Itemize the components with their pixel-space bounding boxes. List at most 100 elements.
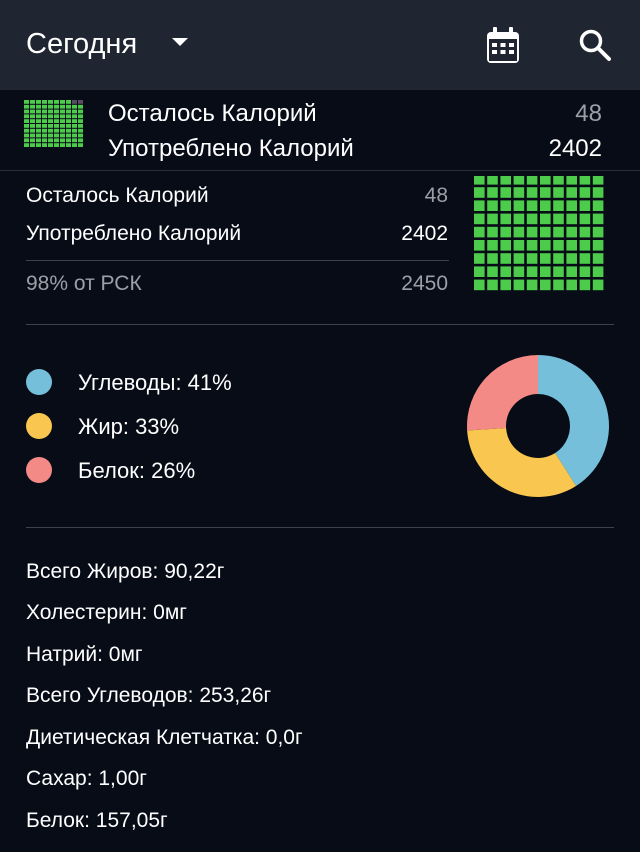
nutrient-fiber: Диетическая Клетчатка: 0,0г	[26, 726, 303, 749]
grid-cell	[487, 279, 498, 291]
divider	[26, 527, 614, 528]
grid-cell	[42, 109, 47, 114]
grid-cell	[526, 213, 538, 225]
grid-cell	[60, 100, 65, 104]
grid-cell	[487, 213, 498, 225]
grid-cell	[513, 253, 525, 264]
grid-cell	[60, 124, 65, 128]
fat-slice	[467, 428, 577, 497]
grid-cell	[566, 240, 577, 251]
grid-cell	[540, 176, 551, 185]
grid-cell	[500, 200, 511, 211]
grid-cell	[540, 279, 551, 291]
calendar-icon[interactable]	[485, 27, 521, 65]
grid-cell	[42, 119, 47, 123]
grid-cell	[579, 240, 591, 251]
grid-cell	[36, 104, 41, 109]
grid-cell	[78, 109, 83, 114]
grid-cell	[487, 226, 498, 238]
grid-cell	[500, 253, 511, 264]
grid-cell	[72, 143, 77, 147]
grid-cell	[487, 176, 498, 185]
grid-cell	[474, 200, 485, 211]
grid-cell	[30, 104, 35, 109]
grid-cell	[592, 253, 604, 264]
grid-cell	[54, 124, 59, 128]
grid-cell	[553, 240, 564, 251]
grid-cell	[553, 226, 564, 238]
grid-cell	[60, 138, 65, 143]
grid-cell	[24, 128, 29, 133]
grid-cell	[66, 119, 71, 123]
grid-cell	[474, 266, 485, 277]
carbs-legend-label: Углеводы: 41%	[78, 370, 232, 395]
search-icon[interactable]	[578, 28, 612, 62]
macros-donut-chart	[467, 355, 609, 497]
grid-cell	[487, 200, 498, 211]
grid-cell	[566, 226, 577, 238]
grid-cell	[30, 128, 35, 133]
grid-cell	[579, 253, 591, 264]
grid-cell	[66, 100, 71, 104]
grid-cell	[78, 124, 83, 128]
grid-cell	[42, 138, 47, 143]
remaining-label: Осталось Калорий	[26, 184, 209, 207]
protein-slice	[467, 355, 538, 431]
grid-cell	[474, 240, 485, 251]
grid-cell	[526, 200, 538, 211]
grid-cell	[48, 128, 53, 133]
grid-cell	[24, 124, 29, 128]
grid-cell	[24, 100, 29, 104]
grid-cell	[54, 119, 59, 123]
grid-cell	[42, 124, 47, 128]
grid-cell	[30, 143, 35, 147]
page-title[interactable]: Сегодня	[26, 28, 138, 60]
grid-cell	[60, 104, 65, 109]
rdi-value: 2450	[401, 272, 448, 295]
grid-cell	[579, 226, 591, 238]
grid-cell	[48, 119, 53, 123]
grid-cell	[24, 138, 29, 143]
grid-cell	[553, 200, 564, 211]
grid-cell	[487, 253, 498, 264]
grid-cell	[36, 133, 41, 138]
consumed-value: 2402	[401, 222, 448, 245]
grid-cell	[526, 266, 538, 277]
grid-cell	[592, 213, 604, 225]
divider	[26, 324, 614, 325]
grid-cell	[42, 133, 47, 138]
grid-cell	[24, 114, 29, 119]
chevron-down-icon[interactable]	[172, 38, 188, 46]
grid-cell	[78, 104, 83, 109]
grid-cell	[566, 266, 577, 277]
grid-cell	[42, 104, 47, 109]
calorie-grid-chart	[474, 176, 604, 291]
grid-cell	[513, 200, 525, 211]
grid-cell	[540, 226, 551, 238]
grid-cell	[540, 266, 551, 277]
grid-cell	[513, 176, 525, 185]
grid-cell	[24, 133, 29, 138]
grid-cell	[30, 124, 35, 128]
grid-cell	[592, 279, 604, 291]
grid-cell	[78, 100, 83, 104]
grid-cell	[36, 114, 41, 119]
grid-cell	[72, 109, 77, 114]
grid-cell	[48, 133, 53, 138]
rdi-label: 98% от РСК	[26, 272, 142, 295]
grid-cell	[78, 114, 83, 119]
grid-cell	[48, 138, 53, 143]
grid-cell	[487, 266, 498, 277]
grid-cell	[526, 187, 538, 198]
grid-cell	[474, 279, 485, 291]
grid-cell	[60, 119, 65, 123]
app-bar: Сегодня	[0, 0, 640, 90]
carbs-legend-dot	[26, 369, 52, 395]
grid-cell	[500, 187, 511, 198]
grid-cell	[553, 213, 564, 225]
grid-cell	[72, 114, 77, 119]
grid-cell	[54, 138, 59, 143]
grid-cell	[24, 143, 29, 147]
grid-cell	[592, 200, 604, 211]
grid-cell	[72, 133, 77, 138]
